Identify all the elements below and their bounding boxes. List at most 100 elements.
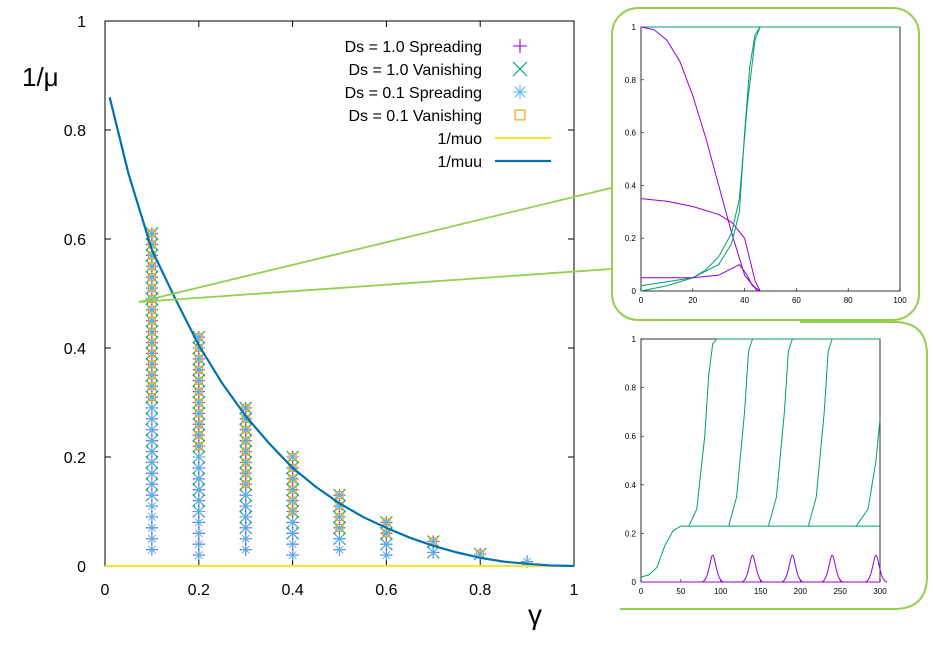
inset-series-line bbox=[640, 198, 761, 292]
square-marker bbox=[241, 436, 250, 445]
asterisk-marker bbox=[334, 501, 345, 512]
inset-series-line bbox=[640, 26, 758, 292]
inset-x-tick-label: 100 bbox=[893, 296, 907, 305]
asterisk-marker bbox=[146, 533, 157, 544]
asterisk-marker bbox=[381, 539, 392, 550]
asterisk-marker bbox=[146, 468, 157, 479]
asterisk-marker bbox=[146, 490, 157, 501]
square-marker bbox=[147, 327, 156, 336]
legend-marker bbox=[513, 85, 527, 99]
square-marker bbox=[147, 382, 156, 391]
asterisk-marker bbox=[193, 517, 204, 528]
asterisk-marker bbox=[193, 364, 204, 375]
inset-x-tick-label: 80 bbox=[844, 296, 853, 305]
legend-label: 1/muo bbox=[438, 131, 483, 148]
asterisk-marker bbox=[287, 550, 298, 561]
asterisk-marker bbox=[146, 457, 157, 468]
asterisk-marker bbox=[146, 544, 157, 555]
asterisk-marker bbox=[193, 397, 204, 408]
square-marker bbox=[194, 387, 203, 396]
square-marker bbox=[147, 392, 156, 402]
x-tick-label: 0 bbox=[101, 582, 110, 599]
square-marker bbox=[194, 398, 203, 407]
inset-top-plot: 0 20 40 60 80 100 0 0.2 0.4 0.6 0.8 1 bbox=[625, 23, 907, 305]
asterisk-marker bbox=[240, 413, 251, 424]
square-marker bbox=[288, 463, 297, 472]
legend-label: Ds = 0.1 Spreading bbox=[345, 85, 482, 102]
inset-peak-line bbox=[741, 554, 764, 583]
square-marker bbox=[147, 349, 156, 358]
asterisk-marker bbox=[193, 473, 204, 484]
zoom-connectors bbox=[138, 187, 612, 303]
asterisk-marker bbox=[146, 501, 157, 512]
asterisk-marker bbox=[146, 315, 157, 326]
asterisk-marker bbox=[287, 539, 298, 550]
asterisk-marker bbox=[334, 533, 345, 544]
square-marker bbox=[194, 376, 203, 385]
asterisk-marker bbox=[287, 484, 298, 495]
main-plot: 0 0.2 0.4 0.6 0.8 1 0 0.2 0.4 0.6 0.8 1 Ds = 1.0 Sp… bbox=[22, 14, 579, 630]
inset-bottom-frame bbox=[620, 321, 928, 610]
square-marker bbox=[147, 360, 156, 369]
asterisk-marker bbox=[193, 539, 204, 550]
x-tick-label: 0.6 bbox=[375, 582, 397, 599]
inset-y-tick-label: 0.8 bbox=[625, 384, 637, 393]
inset-x-tick-label: 20 bbox=[688, 296, 697, 305]
asterisk-marker bbox=[240, 479, 251, 490]
asterisk-marker bbox=[240, 511, 251, 522]
asterisk-marker bbox=[287, 473, 298, 484]
square-marker bbox=[241, 480, 250, 489]
y-tick-label: 0.4 bbox=[64, 341, 86, 358]
asterisk-marker bbox=[240, 435, 251, 446]
inset-bottom-ticks: 0 50 100 150 200 250 300 0 0.2 0.4 0.6 0.8 1 bbox=[625, 335, 887, 596]
inset-series-line bbox=[640, 525, 880, 578]
asterisk-marker bbox=[381, 550, 392, 561]
square-marker bbox=[147, 371, 156, 380]
inset-bottom-lines bbox=[640, 338, 888, 583]
y-tick-label: 0.2 bbox=[64, 450, 86, 467]
asterisk-marker bbox=[240, 544, 251, 555]
asterisk-marker bbox=[334, 490, 345, 501]
asterisk-marker bbox=[240, 402, 251, 413]
square-marker bbox=[241, 458, 250, 467]
asterisk-marker bbox=[334, 544, 345, 555]
asterisk-marker bbox=[240, 501, 251, 512]
square-marker bbox=[194, 420, 203, 429]
asterisk-marker bbox=[287, 452, 298, 462]
square-marker bbox=[147, 262, 156, 271]
asterisk-marker bbox=[193, 419, 204, 430]
asterisk-marker bbox=[287, 506, 298, 517]
asterisk-marker bbox=[146, 424, 157, 435]
inset-x-tick-label: 60 bbox=[792, 296, 801, 305]
square-marker bbox=[241, 425, 250, 434]
asterisk-marker bbox=[146, 261, 157, 272]
asterisk-marker bbox=[193, 430, 204, 441]
inset-x-tick-label: 0 bbox=[639, 587, 644, 596]
inset-y-tick-label: 0.4 bbox=[625, 481, 637, 490]
x-tick-label: 0.4 bbox=[281, 582, 303, 599]
inset-y-tick-label: 0.2 bbox=[625, 529, 637, 538]
square-marker bbox=[514, 109, 526, 121]
asterisk-marker bbox=[146, 413, 157, 424]
asterisk-marker bbox=[193, 441, 204, 452]
y-tick-label: 0.8 bbox=[64, 123, 86, 140]
square-marker bbox=[241, 469, 250, 478]
inset-series-line bbox=[641, 264, 761, 292]
asterisk-marker bbox=[146, 272, 157, 283]
asterisk-marker bbox=[513, 85, 527, 99]
asterisk-marker bbox=[146, 402, 157, 413]
square-marker bbox=[288, 507, 297, 516]
square-marker bbox=[335, 491, 344, 500]
asterisk-marker bbox=[146, 228, 157, 239]
asterisk-marker bbox=[146, 446, 157, 457]
asterisk-marker bbox=[146, 511, 157, 522]
inset-peak-line bbox=[820, 554, 844, 583]
asterisk-marker bbox=[428, 547, 439, 558]
asterisk-marker bbox=[146, 392, 157, 403]
square-marker bbox=[147, 273, 156, 282]
asterisk-marker bbox=[146, 435, 157, 446]
asterisk-marker bbox=[146, 348, 157, 359]
inset-peak-line bbox=[864, 554, 888, 583]
asterisk-marker bbox=[287, 528, 298, 539]
